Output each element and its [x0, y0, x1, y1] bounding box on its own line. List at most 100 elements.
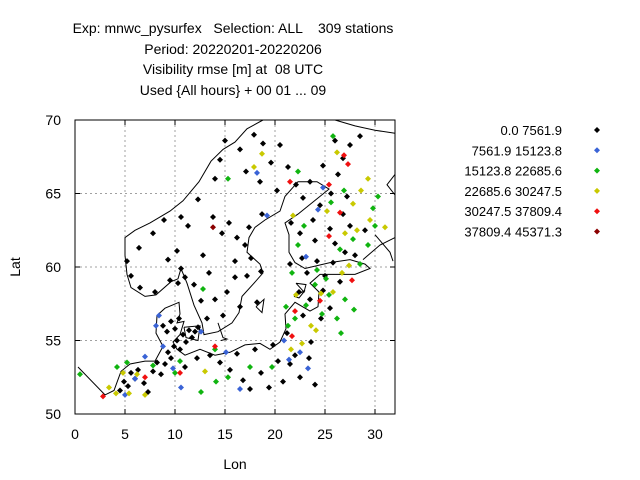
coastline: [374, 234, 394, 262]
station-marker-series-0: [182, 363, 188, 370]
station-marker-series-3: [259, 150, 265, 157]
grid-lines: [75, 120, 395, 414]
station-marker-series-0: [252, 346, 258, 353]
station-marker-series-2: [177, 358, 183, 365]
station-marker-series-0: [167, 277, 173, 284]
station-marker-series-3: [358, 187, 364, 194]
station-marker-series-0: [254, 299, 260, 306]
station-marker-series-2: [312, 281, 318, 288]
y-tick-label: 60: [45, 259, 61, 275]
station-marker-series-0: [182, 274, 188, 281]
legend: 0.0 7561.9 7561.9 15123.8 15123.8 22685.6 2…: [464, 123, 600, 240]
station-marker-series-1: [223, 349, 229, 356]
station-marker-series-0: [198, 297, 204, 304]
station-marker-series-0: [154, 359, 160, 366]
station-marker-series-0: [195, 196, 201, 203]
station-marker-series-4: [317, 297, 323, 304]
station-marker-series-1: [297, 349, 303, 356]
station-marker-series-0: [314, 258, 320, 265]
station-marker-series-2: [351, 306, 357, 313]
station-marker-series-2: [328, 199, 334, 206]
station-marker-series-1: [237, 386, 243, 393]
station-marker-series-2: [172, 369, 178, 376]
station-marker-series-2: [283, 303, 289, 310]
station-marker-series-2: [350, 236, 356, 243]
station-marker-series-0: [204, 315, 210, 322]
station-marker-series-3: [126, 390, 132, 397]
title-line-hours: Used {All hours} + 00 01 ... 09: [139, 81, 327, 98]
station-marker-series-3: [318, 290, 324, 297]
station-marker-series-0: [258, 268, 264, 275]
station-marker-series-0: [200, 252, 206, 259]
station-marker-series-2: [303, 302, 309, 309]
station-marker-series-2: [225, 374, 231, 381]
station-marker-series-1: [303, 253, 309, 260]
station-marker-series-2: [77, 371, 83, 378]
station-marker-series-3: [367, 216, 373, 223]
station-marker-series-2: [150, 362, 156, 369]
station-marker-series-4: [341, 152, 347, 159]
station-marker-series-0: [277, 141, 283, 148]
station-marker-series-0: [219, 230, 225, 237]
station-marker-series-3: [334, 149, 340, 156]
station-marker-series-4: [142, 374, 148, 381]
station-marker-series-0: [274, 187, 280, 194]
station-marker-series-0: [243, 168, 249, 175]
station-marker-series-0: [121, 378, 127, 385]
station-marker-series-0: [234, 234, 240, 241]
station-marker-series-0: [162, 361, 168, 368]
station-marker-series-2: [301, 222, 307, 229]
station-marker-series-0: [244, 272, 250, 279]
station-marker-series-0: [150, 230, 156, 237]
coastline-map: [77, 119, 396, 396]
station-marker-series-0: [304, 269, 310, 276]
station-marker-series-0: [292, 352, 298, 359]
y-axis-label: Lat: [7, 257, 23, 277]
coastline: [362, 237, 396, 260]
x-tick-label: 10: [167, 426, 183, 442]
station-marker-series-0: [332, 137, 338, 144]
station-marker-series-0: [227, 366, 233, 373]
station-marker-series-0: [212, 296, 218, 303]
station-marker-series-4: [212, 343, 218, 350]
station-marker-series-0: [335, 171, 341, 178]
station-marker-series-0: [174, 247, 180, 254]
station-marker-series-0: [246, 224, 252, 231]
station-marker-series-0: [194, 355, 200, 362]
station-marker-series-0: [287, 361, 293, 368]
station-marker-series-4: [287, 178, 293, 185]
title-line-variable: Visibility rmse [m] at 08 UTC: [142, 61, 324, 77]
station-marker-series-0: [320, 162, 326, 169]
station-marker-series-0: [152, 288, 158, 295]
station-marker-series-2: [289, 269, 295, 276]
coastline: [334, 119, 396, 134]
legend-label-4: 30247.5 37809.4: [464, 204, 562, 219]
station-marker-series-0: [128, 369, 134, 376]
station-marker-series-2: [357, 261, 363, 268]
station-marker-series-0: [180, 331, 186, 338]
station-marker-series-1: [286, 356, 292, 363]
coastline: [217, 322, 229, 341]
legend-label-1: 7561.9 15123.8: [472, 143, 562, 158]
station-marker-series-0: [293, 181, 299, 188]
title-line-experiment: Exp: mnwc_pysurfex Selection: ALL 309 st…: [72, 20, 394, 36]
station-marker-series-2: [295, 168, 301, 175]
station-marker-series-0: [174, 337, 180, 344]
title-line-period: Period: 20220201-20220206: [144, 40, 322, 57]
station-marker-series-1: [281, 337, 287, 344]
y-tick-label: 65: [45, 186, 61, 202]
station-marker-series-0: [168, 355, 174, 362]
station-marker-series-0: [362, 227, 368, 234]
station-marker-series-0: [161, 216, 167, 223]
station-marker-series-0: [352, 252, 358, 259]
station-marker-series-0: [251, 131, 257, 138]
station-marker-series-0: [242, 241, 248, 248]
station-marker-series-2: [341, 187, 347, 194]
station-marker-series-5: [210, 224, 216, 231]
station-marker-series-2: [213, 378, 219, 385]
station-marker-series-0: [136, 244, 142, 251]
station-marker-series-0: [270, 341, 276, 348]
station-marker-series-2: [292, 315, 298, 322]
station-marker-series-0: [248, 255, 254, 262]
chart-title: Exp: mnwc_pysurfex Selection: ALL 309 st…: [0, 18, 466, 100]
